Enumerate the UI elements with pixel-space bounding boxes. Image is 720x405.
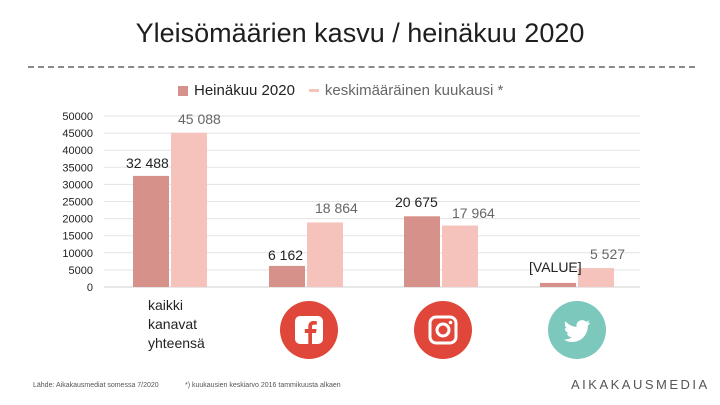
twitter-icon: [563, 320, 590, 342]
bar-heinakuu-3: [540, 282, 576, 287]
bar-keskimaarainen-1: [307, 222, 343, 287]
facebook-icon: [295, 316, 323, 344]
average-note: *) kuukausien keskiarvo 2016 tammikuusta…: [185, 382, 341, 389]
data-label: [VALUE]: [529, 259, 582, 275]
y-tick-label: 15000: [62, 231, 93, 243]
legend-swatch-series2: [308, 89, 319, 92]
legend-item-series2: keskimääräinen kuukausi *: [308, 82, 504, 99]
bar-heinakuu-2: [404, 216, 440, 287]
bar-keskimaarainen-0: [171, 132, 207, 287]
category-label-all-channels: kaikki kanavat yhteensä: [148, 297, 205, 351]
y-tick-label: 25000: [62, 197, 93, 209]
bar-heinakuu-1: [269, 265, 305, 287]
data-label: 20 675: [395, 194, 438, 210]
y-tick-label: 10000: [62, 248, 93, 260]
data-label: 17 964: [452, 205, 495, 221]
data-label: 18 864: [315, 200, 358, 216]
twitter-badge: [548, 301, 606, 359]
legend-label-series2: keskimääräinen kuukausi *: [324, 82, 504, 99]
facebook-badge: [280, 301, 338, 359]
legend-item-series1: Heinäkuu 2020: [178, 82, 295, 99]
data-label: 45 088: [178, 111, 221, 127]
chart-legend: Heinäkuu 2020 keskimääräinen kuukausi *: [178, 82, 517, 99]
y-tick-label: 30000: [62, 179, 93, 191]
y-tick-label: 50000: [62, 111, 93, 123]
instagram-badge: [414, 301, 472, 359]
bar-keskimaarainen-2: [442, 225, 478, 287]
page-title: Yleisömäärien kasvu / heinäkuu 2020: [135, 18, 585, 48]
y-tick-label: 40000: [62, 145, 93, 157]
data-label: 32 488: [126, 155, 169, 171]
y-tick-label: 45000: [62, 128, 93, 140]
source-note: Lähde: Aikakausmediat somessa 7/2020: [33, 382, 159, 389]
data-label: 6 162: [268, 247, 303, 263]
y-tick-label: 0: [87, 282, 93, 294]
y-tick-label: 35000: [62, 162, 93, 174]
bar-heinakuu-0: [133, 175, 169, 287]
legend-label-series1: Heinäkuu 2020: [194, 82, 295, 99]
title-divider: [28, 66, 695, 68]
y-tick-label: 5000: [69, 265, 93, 277]
instagram-icon: [428, 315, 458, 345]
legend-swatch-series1: [178, 85, 188, 96]
bar-keskimaarainen-3: [578, 268, 614, 287]
data-label: 5 527: [590, 246, 625, 262]
brand-logo: AIKAKAUSMEDIA: [571, 377, 710, 392]
y-tick-label: 20000: [62, 214, 93, 226]
